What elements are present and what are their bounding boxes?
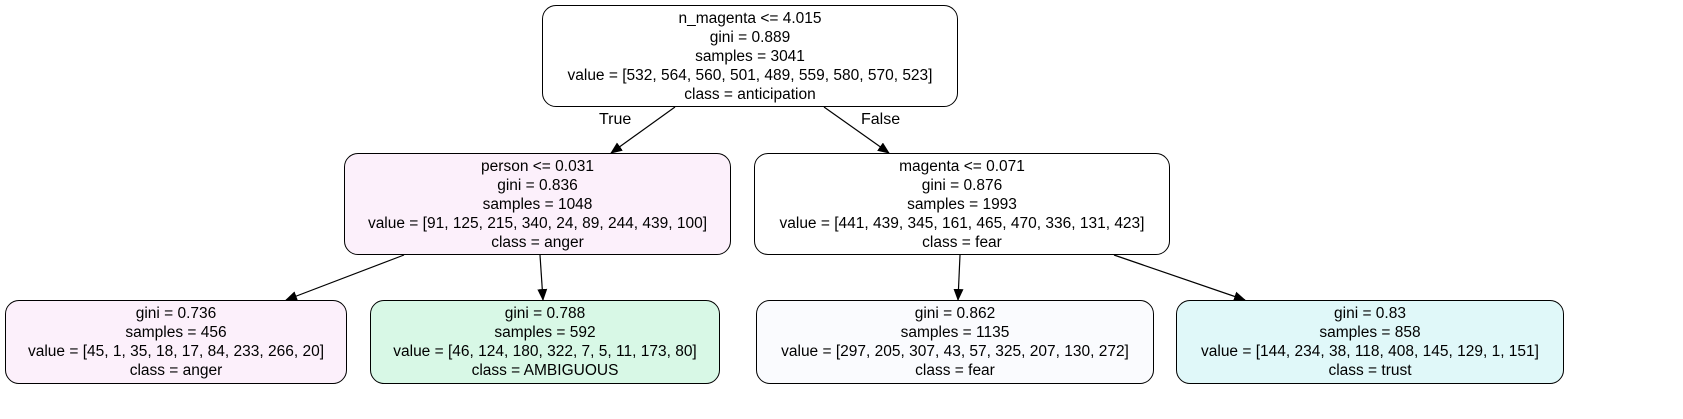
node-line: gini = 0.788 xyxy=(504,305,586,322)
tree-node-leaf1: gini = 0.736 samples = 456 value = [45, 1,… xyxy=(5,300,347,384)
tree-node-leaf2: gini = 0.788 samples = 592 value = [46, 12… xyxy=(370,300,720,384)
node-line: samples = 1048 xyxy=(482,195,593,213)
tree-node-leaf3: gini = 0.862 samples = 1135 value = [297, … xyxy=(756,300,1154,384)
edge-label-true: True xyxy=(599,111,632,128)
node-line: class = trust xyxy=(1328,362,1412,379)
node-line: magenta <= 0.071 xyxy=(899,157,1025,175)
node-line: gini = 0.836 xyxy=(497,176,578,194)
tree-node-root: n_magenta <= 4.015 gini = 0.889 samples = … xyxy=(542,5,958,107)
tree-node-left: person <= 0.031 gini = 0.836 samples = 104… xyxy=(344,153,731,255)
node-line: value = [532, 564, 560, 501, 489, 559, 5… xyxy=(567,66,933,84)
node-line: samples = 1135 xyxy=(900,324,1010,341)
node-line: gini = 0.83 xyxy=(1334,305,1406,322)
node-line: samples = 1993 xyxy=(907,195,1017,213)
node-line: value = [45, 1, 35, 18, 17, 84, 233, 266… xyxy=(27,343,325,360)
node-line: gini = 0.862 xyxy=(914,305,996,322)
edge-label-false: False xyxy=(861,111,901,128)
edge-root-left xyxy=(610,106,676,154)
node-line: class = fear xyxy=(915,362,995,379)
node-line: samples = 456 xyxy=(125,324,227,341)
node-line: person <= 0.031 xyxy=(481,157,594,175)
node-line: class = anger xyxy=(129,362,223,379)
tree-node-leaf4: gini = 0.83 samples = 858 value = [144, 23… xyxy=(1176,300,1564,384)
node-line: samples = 3041 xyxy=(695,47,805,65)
node-line: value = [441, 439, 345, 161, 465, 470, 3… xyxy=(779,214,1145,232)
node-line: value = [91, 125, 215, 340, 24, 89, 244,… xyxy=(367,214,708,232)
node-line: gini = 0.889 xyxy=(709,28,791,46)
edge-right-leaf4 xyxy=(1113,254,1246,302)
node-line: value = [144, 234, 38, 118, 408, 145, 12… xyxy=(1201,343,1539,360)
node-line: class = fear xyxy=(922,233,1002,251)
node-line: value = [297, 205, 307, 43, 57, 325, 207… xyxy=(781,343,1129,360)
edge-right-leaf3 xyxy=(953,254,964,301)
edge-root-right xyxy=(823,106,890,154)
edge-left-leaf2 xyxy=(537,254,548,301)
edge-left-leaf1 xyxy=(285,254,405,301)
node-line: class = AMBIGUOUS xyxy=(471,362,619,379)
node-line: samples = 592 xyxy=(494,324,596,341)
node-line: class = anticipation xyxy=(684,85,816,103)
node-line: samples = 858 xyxy=(1319,324,1421,341)
node-line: gini = 0.736 xyxy=(135,305,217,322)
tree-node-right: magenta <= 0.071 gini = 0.876 samples = 19… xyxy=(754,153,1170,255)
node-line: gini = 0.876 xyxy=(921,176,1003,194)
node-line: class = anger xyxy=(491,233,584,251)
node-line: n_magenta <= 4.015 xyxy=(678,9,822,27)
node-line: value = [46, 124, 180, 322, 7, 5, 11, 17… xyxy=(393,343,697,360)
